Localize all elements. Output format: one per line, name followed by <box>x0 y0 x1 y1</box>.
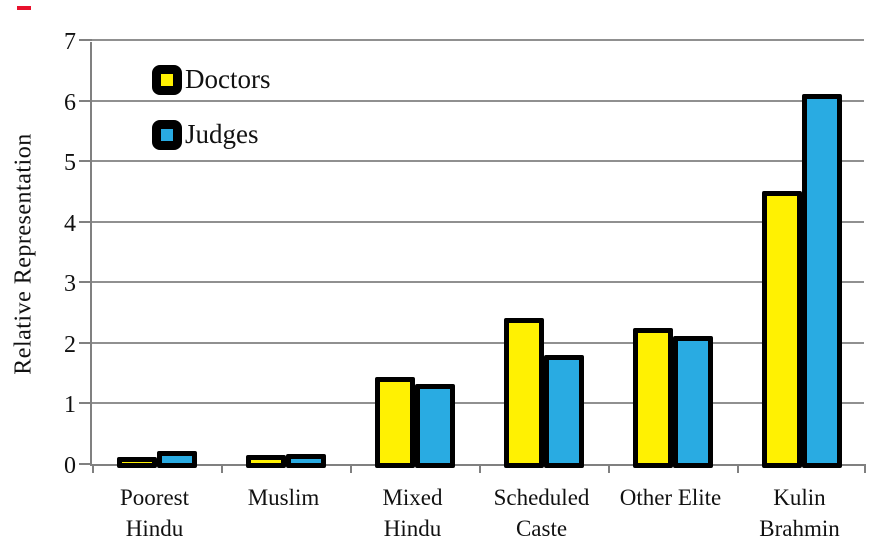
bar-doctors-5 <box>762 191 802 468</box>
x-tick-mark-1 <box>221 464 223 473</box>
bar-judges-3 <box>544 355 584 468</box>
bar-doctors-4 <box>633 328 673 468</box>
gridline-y-2 <box>92 341 864 344</box>
y-tick-mark-1 <box>79 402 92 405</box>
y-tick-label-2: 2 <box>64 331 76 358</box>
y-tick-label-4: 4 <box>64 210 76 237</box>
gridline-y-3 <box>92 281 864 284</box>
y-tick-mark-4 <box>79 220 92 223</box>
bar-judges-1 <box>286 454 326 468</box>
y-tick-mark-7 <box>79 39 92 41</box>
plot-area: Doctors Judges <box>79 39 866 473</box>
x-category-label-2: Mixed Hindu <box>382 485 443 541</box>
bar-doctors-2 <box>375 377 415 468</box>
legend-label-judges: Judges <box>185 119 259 149</box>
x-category-label-4: Other Elite <box>619 485 722 510</box>
y-tick-mark-6 <box>79 99 92 102</box>
doctors-swatch-fill <box>161 73 173 86</box>
legend-item-judges: Judges <box>152 119 259 150</box>
bar-judges-4 <box>673 336 713 468</box>
y-tick-label-7: 7 <box>64 29 76 55</box>
x-category-label-0: Poorest Hindu <box>120 485 189 541</box>
legend-item-doctors: Doctors <box>152 64 270 95</box>
x-tick-mark-0 <box>92 464 94 473</box>
y-tick-mark-5 <box>79 160 92 163</box>
x-tick-mark-5 <box>737 464 739 473</box>
y-tick-mark-2 <box>79 341 92 344</box>
doctors-swatch-icon <box>152 64 182 95</box>
y-tick-label-6: 6 <box>64 89 76 116</box>
x-tick-mark-3 <box>479 464 481 473</box>
y-tick-label-1: 1 <box>64 392 76 419</box>
x-tick-mark-6 <box>864 464 866 473</box>
bar-doctors-3 <box>504 318 544 468</box>
gridline-y-6 <box>92 99 864 102</box>
bar-judges-0 <box>157 451 197 468</box>
bar-judges-5 <box>802 94 842 468</box>
y-tick-label-3: 3 <box>64 271 76 298</box>
x-tick-mark-2 <box>350 464 352 473</box>
gridline-y-4 <box>92 220 864 223</box>
x-tick-mark-4 <box>608 464 610 473</box>
y-tick-label-5: 5 <box>64 150 76 177</box>
bar-judges-2 <box>415 384 455 468</box>
bar-doctors-0 <box>117 457 157 468</box>
x-category-label-5: Kulin Brahmin <box>759 485 840 541</box>
judges-swatch-fill <box>161 128 173 141</box>
gridline-y-7 <box>92 39 864 41</box>
bar-doctors-1 <box>246 455 286 468</box>
x-category-label-1: Muslim <box>247 485 320 510</box>
x-category-label-3: Scheduled Caste <box>493 485 590 541</box>
y-tick-label-0: 0 <box>64 453 76 479</box>
gridline-y-1 <box>92 402 864 405</box>
y-tick-mark-3 <box>79 281 92 284</box>
y-axis-tick-labels: 0 1 2 3 4 5 6 7 <box>0 29 76 479</box>
judges-swatch-icon <box>152 119 182 150</box>
gridline-y-5 <box>92 160 864 163</box>
legend-label-doctors: Doctors <box>185 64 271 94</box>
red-artifact-mark <box>17 6 31 10</box>
y-tick-mark-0 <box>79 463 92 465</box>
